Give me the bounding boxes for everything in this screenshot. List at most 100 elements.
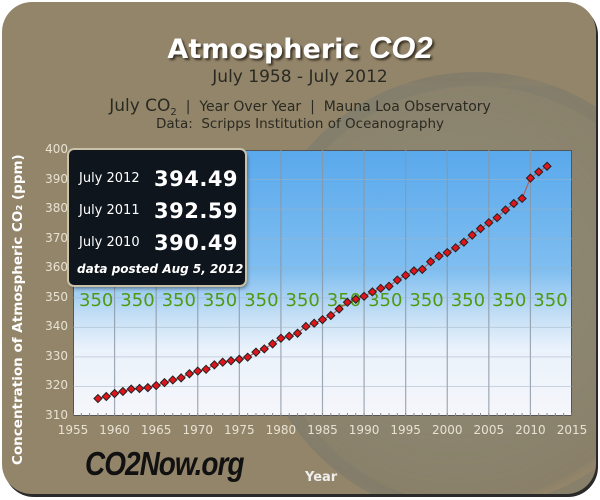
data-point <box>509 198 519 209</box>
data-point <box>134 383 145 394</box>
row-value: 392.59 <box>154 199 239 223</box>
data-point <box>143 382 153 393</box>
data-point <box>276 333 286 343</box>
row-value: 394.49 <box>154 167 239 191</box>
reference-350-label: 350 <box>203 290 237 311</box>
data-point <box>400 270 411 281</box>
reference-350-label: 350 <box>409 290 443 311</box>
data-point <box>525 173 536 183</box>
reference-350-label: 350 <box>533 290 567 311</box>
x-tick-label: 2015 <box>556 423 588 437</box>
data-point <box>93 393 103 404</box>
meta-prefix: July CO <box>109 96 171 116</box>
data-point <box>309 318 319 328</box>
x-tick-label: 1960 <box>99 423 130 437</box>
y-tick-label: 310 <box>45 408 68 422</box>
data-point <box>292 328 303 338</box>
y-tick-label: 340 <box>45 319 68 334</box>
data-point <box>376 283 386 294</box>
data-point <box>267 339 278 349</box>
data-point <box>425 257 436 267</box>
chart-title: Atmospheric CO2 <box>0 30 600 66</box>
x-tick-label: 2005 <box>473 423 505 437</box>
data-point <box>417 264 428 275</box>
y-tick-label: 360 <box>45 260 68 275</box>
co2now-logo[interactable]: CO2Now.org <box>85 444 245 482</box>
data-point <box>201 364 211 375</box>
data-point <box>118 386 128 397</box>
data-point <box>500 205 511 215</box>
data-point <box>450 243 461 253</box>
data-point <box>193 366 203 376</box>
x-tick-label: 1995 <box>390 423 421 437</box>
reference-350-label: 350 <box>286 290 320 311</box>
data-point <box>409 266 419 276</box>
data-point <box>317 314 328 325</box>
data-point <box>151 380 161 391</box>
x-tick-label: 2000 <box>431 423 463 437</box>
data-point <box>517 193 527 204</box>
data-point <box>251 347 261 357</box>
x-tick-label: 1970 <box>182 423 214 437</box>
x-tick-label: 1990 <box>348 423 380 437</box>
chart-subtitle: July 1958 - July 2012 <box>212 67 388 87</box>
x-axis-label: Year <box>305 470 338 485</box>
reference-350-label: 350 <box>79 290 113 311</box>
reference-350-label: 350 <box>120 290 154 311</box>
data-point <box>326 310 336 321</box>
data-point <box>209 360 220 370</box>
y-tick-label: 350 <box>45 289 68 304</box>
data-point <box>484 217 494 228</box>
data-point <box>475 223 486 234</box>
data-point <box>101 391 111 402</box>
y-tick-label: 370 <box>45 230 68 245</box>
meta-sub: 2 <box>170 106 177 118</box>
reference-350-label: 350 <box>368 290 402 311</box>
data-point <box>217 357 228 367</box>
row-label: July 2011 <box>79 203 140 218</box>
data-point <box>542 161 552 171</box>
data-point <box>367 287 378 297</box>
chart-plot: 350 350 350 350 350 350 350 350 350 350 350 350 <box>73 150 572 416</box>
reference-350-label: 350 <box>244 290 278 311</box>
y-axis-label: Concentration of Atmospheric CO₂ (ppm) <box>10 154 26 465</box>
x-tick-label: 1975 <box>224 423 255 437</box>
data-point <box>234 354 245 364</box>
data-point <box>467 230 477 240</box>
data-point <box>126 384 136 394</box>
reference-350-label: 350 <box>451 290 485 311</box>
reference-350-label: 350 <box>492 290 526 311</box>
x-tick-label: 2010 <box>515 423 546 437</box>
x-tick-label: 1955 <box>57 423 89 437</box>
y-tick-label: 330 <box>45 348 68 363</box>
data-point <box>384 281 394 291</box>
data-point <box>351 294 361 304</box>
data-point <box>534 167 544 177</box>
data-point <box>342 297 353 307</box>
y-tick-label: 380 <box>45 201 68 216</box>
data-point <box>301 321 311 332</box>
data-point <box>168 375 178 385</box>
row-label: July 2012 <box>79 171 140 186</box>
y-tick-label: 320 <box>45 378 68 393</box>
chart-meta: July CO2 | Year Over Year | Mauna Loa Ob… <box>0 96 600 118</box>
data-point <box>492 212 502 223</box>
y-tick-label: 400 <box>45 142 68 156</box>
data-point <box>392 275 403 285</box>
latest-values-box: July 2012 394.49 July 2011 392.59 July 2… <box>69 150 245 285</box>
x-tick-label: 1980 <box>265 423 297 437</box>
data-point <box>176 373 186 383</box>
title-co2: CO2 <box>368 30 433 65</box>
data-point <box>284 331 294 341</box>
row-label: July 2010 <box>79 235 140 250</box>
reference-350-label: 350 <box>162 290 196 311</box>
data-point <box>334 304 344 314</box>
data-point <box>242 352 253 362</box>
data-source: Data: Scripps Institution of Oceanograph… <box>156 116 444 132</box>
data-point <box>434 251 444 261</box>
data-point <box>359 291 369 302</box>
x-tick-label: 1965 <box>140 423 172 437</box>
meta-rest: | Year Over Year | Mauna Loa Observatory <box>176 99 491 115</box>
data-point <box>109 388 120 399</box>
data-point <box>184 369 195 379</box>
